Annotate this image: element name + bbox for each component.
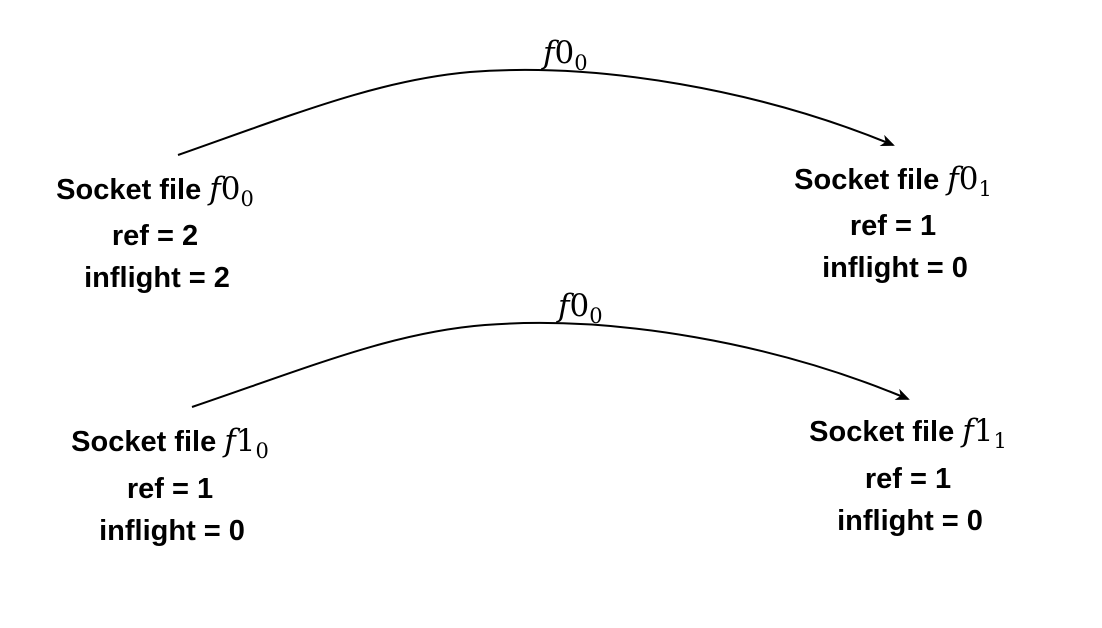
node-inflight: inflight = 2 <box>84 262 230 294</box>
node-ref: ref = 1 <box>850 210 936 242</box>
node-socket-file-f1_0: Socket file f10 ref = 1 inflight = 0 <box>71 423 269 547</box>
node-inflight: inflight = 0 <box>822 252 968 284</box>
node-ref: ref = 1 <box>865 463 951 495</box>
arrow-line <box>191 322 910 408</box>
edge-f1_0-to-f1_1: f00 <box>191 288 910 408</box>
node-inflight: inflight = 0 <box>837 505 983 537</box>
node-socket-file-f0_1: Socket file f01 ref = 1 inflight = 0 <box>794 161 992 284</box>
node-ref: ref = 2 <box>112 220 198 252</box>
edge-label: f00 <box>489 288 652 331</box>
node-ref: ref = 1 <box>127 473 213 505</box>
node-socket-file-f1_1: Socket file f11 ref = 1 inflight = 0 <box>809 413 1007 537</box>
arrow-line <box>177 69 895 156</box>
node-title: Socket file f01 <box>794 161 992 201</box>
node-title: Socket file f11 <box>809 413 1007 453</box>
edge-label: f00 <box>474 35 637 78</box>
node-title: Socket file f10 <box>71 423 269 463</box>
node-inflight: inflight = 0 <box>99 515 245 547</box>
node-socket-file-f0_0: Socket file f00 ref = 2 inflight = 2 <box>56 171 254 294</box>
node-title: Socket file f00 <box>56 171 254 211</box>
edge-f0_0-to-f0_1: f00 <box>177 35 895 156</box>
